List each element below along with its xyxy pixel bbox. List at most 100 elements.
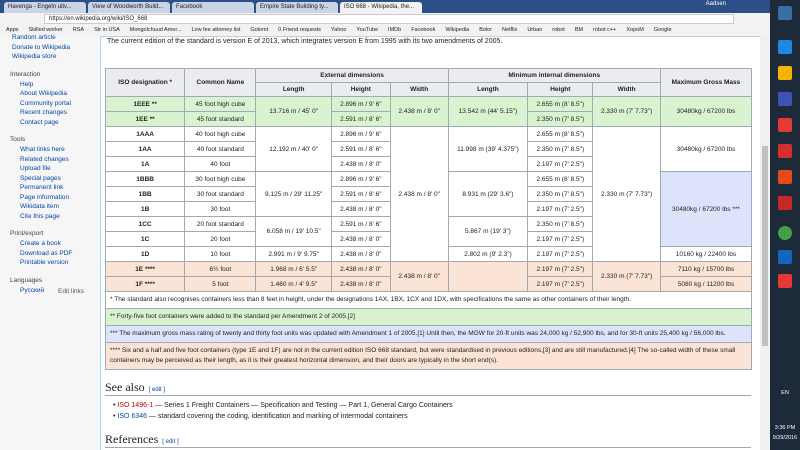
icon[interactable] [778,226,792,240]
sidebar-link[interactable]: Create a book [20,240,61,247]
sidebar-link[interactable]: Page information [20,193,70,201]
bookmark[interactable]: Str in USA [94,27,120,33]
note-row: *** The maximum gross mass rating of twe… [105,325,752,343]
bookmark[interactable]: IMDb [388,27,402,33]
link[interactable]: ISO 6346 [117,413,147,420]
bookmark[interactable]: Mongolchuud Amer... [129,27,182,33]
table-cell: 2.591 m / 8' 6" [330,141,391,157]
table-cell: 1EE ** [104,111,186,127]
table-cell: 2.330 m (7' 7.73") [592,261,661,292]
table-cell: 13.716 m / 45' 0" [255,96,332,127]
table-cell: 1.968 m / 6' 5.5" [255,261,332,277]
bookmark[interactable]: YouTube [356,27,379,33]
bookmark[interactable]: Low fee attorney list [191,27,241,33]
see-also-item: • ISO 1496-1 — Series 1 Freight Containe… [113,402,453,409]
sidebar-link[interactable]: Special pages [20,174,61,182]
bookmark[interactable]: Skilled worker [28,27,63,33]
tab[interactable]: Havenga - Engeln uitv... [4,2,86,13]
lang[interactable]: EN [781,390,789,396]
icon[interactable] [778,92,792,106]
table-cell: 2.350 m (7' 8.5") [527,186,594,202]
sidebar-link[interactable]: Wikipedia store [12,53,57,60]
bookmark[interactable]: XopoM [626,27,644,33]
bookmark[interactable]: Google [653,27,672,33]
sidebar-link[interactable]: Donate to Wikipedia [12,43,71,51]
sidebar-link[interactable]: Русский [20,286,45,294]
description: — Series 1 Freight Containers — Specific… [153,402,453,409]
url[interactable]: https://en.wikipedia.org/wiki/ISO_668 [44,14,734,24]
sidebar-link[interactable]: Related changes [20,155,69,163]
edit-links[interactable]: Edit links [58,288,85,295]
table-cell: 40 foot high cube [184,126,257,142]
table-row: 1AAA 40 foot high cube 12.192 m / 40' 0" 2.… [104,126,753,262]
table-cell: 2.991 m / 9' 9.75" [255,246,332,262]
scrollbar[interactable] [760,36,770,450]
bookmark[interactable]: Wikipedia [445,27,470,33]
table-cell: 1B [104,201,186,217]
sidebar-link[interactable]: About Wikipedia [20,90,67,97]
bullet: • [113,402,118,409]
bookmark[interactable]: Netflix [502,27,518,33]
taskbar: EN 3:36 PM 9/29/2016 [770,0,800,450]
bookmark[interactable]: robot [552,27,565,33]
icon[interactable] [778,170,792,184]
sidebar-link[interactable]: Random article [12,34,56,41]
sidebar-link[interactable]: Permanent link [20,184,64,191]
bookmark[interactable]: Yahoo [330,27,347,33]
sidebar-link[interactable]: Community portal [20,99,71,107]
bookmark[interactable]: Urban [527,27,543,33]
edit-link[interactable]: [ edit ] [148,387,165,393]
header-cell: Width [389,82,449,97]
header-cell: Height [527,82,594,97]
table-cell: 2.802 m (9' 2.3") [447,246,529,262]
scroll-thumb[interactable] [762,146,768,346]
tab[interactable]: ISO 668 - Wikipedia, the... [340,2,422,13]
bookmark[interactable]: Golomt [250,27,269,33]
tab[interactable]: Empire State Building ty... [256,2,338,13]
table-cell: 2.438 m / 8' 0" [330,261,391,277]
sidebar-link[interactable]: Contact page [20,118,59,126]
icon[interactable] [778,144,792,158]
table-cell: 2.896 m / 9' 6" [330,126,391,142]
bookmark[interactable]: Facebook [411,27,436,33]
sidebar-link[interactable]: Upload file [20,165,51,172]
bookmark[interactable]: robot c++ [593,27,617,33]
bookmarks-bar: Apps Skilled worker RSA Str in USA Mongolchu… [0,25,770,37]
sidebar-link[interactable]: Help [20,80,34,88]
sidebar-link[interactable]: What links here [20,146,65,153]
time[interactable]: 3:36 PM [774,425,796,431]
bookmark[interactable]: 0 Friend requests [278,27,321,33]
sidebar-link[interactable]: Download as PDF [20,249,73,257]
table-cell: 1.460 m / 4' 9.5" [255,276,332,292]
intro: The current edition of the standard is v… [107,38,503,45]
table-row: 1EEE ** 45 foot high cube 13.716 m / 45' 0… [104,96,753,127]
edit-link[interactable]: [ edit ] [162,439,179,445]
sidebar-link[interactable]: Cite this page [20,212,60,220]
bookmark[interactable]: Bolor [479,27,493,33]
link[interactable]: ISO 1496-1 [117,402,154,409]
table-cell: 30 foot standard [184,186,257,202]
see-also-item: • ISO 6346 — standard covering the codin… [113,413,408,420]
table-cell: 30480kg / 67200 lbs *** [659,171,753,247]
tab[interactable]: Facebook [172,2,254,13]
icon[interactable] [778,40,792,54]
icon[interactable] [778,6,792,20]
header-cell: Length [447,82,529,97]
table-cell: 2.655 m (8' 8.5") [527,126,594,142]
header-cell: Height [330,82,391,97]
icon[interactable] [778,196,792,210]
date[interactable]: 9/29/2016 [772,435,798,441]
bookmark[interactable]: Apps [6,27,19,33]
tab[interactable]: View of Woodworth Build... [88,2,170,13]
icon[interactable] [778,250,792,264]
sidebar-link[interactable]: Printable version [20,259,69,266]
icon[interactable] [778,118,792,132]
icon[interactable] [778,66,792,80]
table-cell: 2.438 m / 8' 0" [389,261,449,292]
bookmark[interactable]: RSA [72,27,85,33]
bookmark[interactable]: BM [574,27,584,33]
icon[interactable] [778,274,792,288]
sidebar-link[interactable]: Wikidata item [20,203,60,210]
table-cell: 1EEE ** [104,96,186,112]
sidebar-link[interactable]: Recent changes [20,109,67,116]
